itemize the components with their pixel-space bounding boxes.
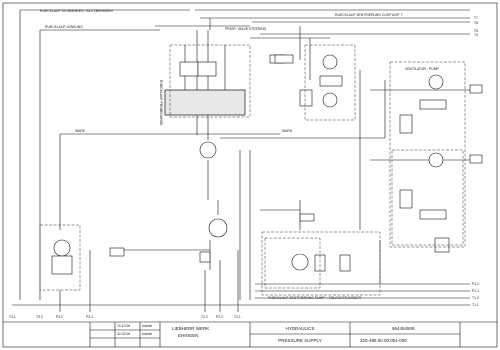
pipe <box>184 30 226 140</box>
symbol <box>39 224 81 291</box>
symbol <box>389 61 466 248</box>
label: RUECKLAUF ZENTRIERUNG CUSP.UNIT 7 <box>335 13 403 17</box>
symbol <box>469 84 483 94</box>
label: PRIOR. VALVE STEERING <box>225 27 267 31</box>
symbol <box>322 92 338 108</box>
symbol <box>199 141 217 159</box>
components <box>51 54 483 275</box>
port-label: T1.1 <box>472 303 479 307</box>
symbol <box>53 239 71 257</box>
port-label: T1.2 <box>472 296 479 300</box>
doc-number: 964454908 <box>392 326 415 331</box>
pipe <box>155 17 470 80</box>
pipes <box>12 9 470 312</box>
symbol <box>291 253 309 271</box>
label: RUECKLAUF ZENTRIERUNG PUMP + T.BLOCKTR.D… <box>268 296 362 300</box>
port-label: P2.2 <box>216 315 223 319</box>
pipe <box>19 9 470 300</box>
symbol <box>339 254 351 272</box>
port-label: P1.2 <box>472 282 479 286</box>
symbol <box>109 247 125 257</box>
name: koenfe <box>142 332 152 336</box>
symbol <box>208 218 228 238</box>
drawing-number: 320-495.00.00.001-000 <box>360 338 407 343</box>
symbol <box>469 154 483 164</box>
label: WARD <box>282 129 293 133</box>
port-label: T2.2 <box>201 315 208 319</box>
port-label: T7 <box>474 16 478 20</box>
port-label: T2.1 <box>234 315 241 319</box>
port-label: P1.1 <box>472 289 479 293</box>
date: 10.10.06 <box>117 324 130 328</box>
symbol <box>391 149 464 246</box>
label: WARE <box>75 129 86 133</box>
symbol <box>51 255 73 275</box>
date: 02.02.06 <box>117 332 130 336</box>
port-label: T5 <box>474 29 478 33</box>
symbol <box>199 251 211 263</box>
symbol <box>419 99 447 110</box>
symbol <box>164 89 246 116</box>
pipe <box>59 240 381 312</box>
name: koenfe <box>142 324 152 328</box>
label: RUECKLAUF SCHWENKEN - BLITZBREMSEN <box>40 9 113 13</box>
port-label: T4 <box>474 33 478 37</box>
symbol <box>399 189 413 209</box>
symbol <box>179 61 199 77</box>
symbol <box>399 114 413 134</box>
symbol <box>304 44 356 121</box>
label: VENTILATOR - PUMP <box>405 67 440 71</box>
symbol <box>197 61 217 77</box>
subtitle: PRESSURE SUPPLY <box>278 338 321 343</box>
port-label: P3.2 <box>56 315 63 319</box>
symbol <box>169 44 251 118</box>
symbol <box>428 152 444 168</box>
label: RUECKLAUF PROBENAHME <box>159 80 163 126</box>
dashed-boxes <box>39 44 466 296</box>
pipe <box>3 321 497 347</box>
port-label: P3.1 <box>86 315 93 319</box>
symbol <box>261 231 381 296</box>
symbol <box>264 237 321 289</box>
pipe <box>12 283 470 306</box>
symbol <box>319 75 343 87</box>
port-label: T6 <box>474 21 478 25</box>
pipe <box>59 80 386 230</box>
title-block <box>3 321 497 347</box>
symbol <box>274 54 294 64</box>
label: RUECKLAUF LENKUNG <box>45 25 83 29</box>
symbol <box>428 74 444 90</box>
symbol <box>299 89 313 107</box>
title: HYDRAULICS <box>285 326 314 331</box>
location: EHINGEN <box>178 333 199 338</box>
port-label: T3.2 <box>36 315 43 319</box>
symbol <box>322 54 338 70</box>
symbol <box>419 209 447 220</box>
symbol <box>299 213 315 222</box>
port-label: T4.1 <box>9 315 16 319</box>
company: LIEBHERR WERK <box>172 326 209 331</box>
